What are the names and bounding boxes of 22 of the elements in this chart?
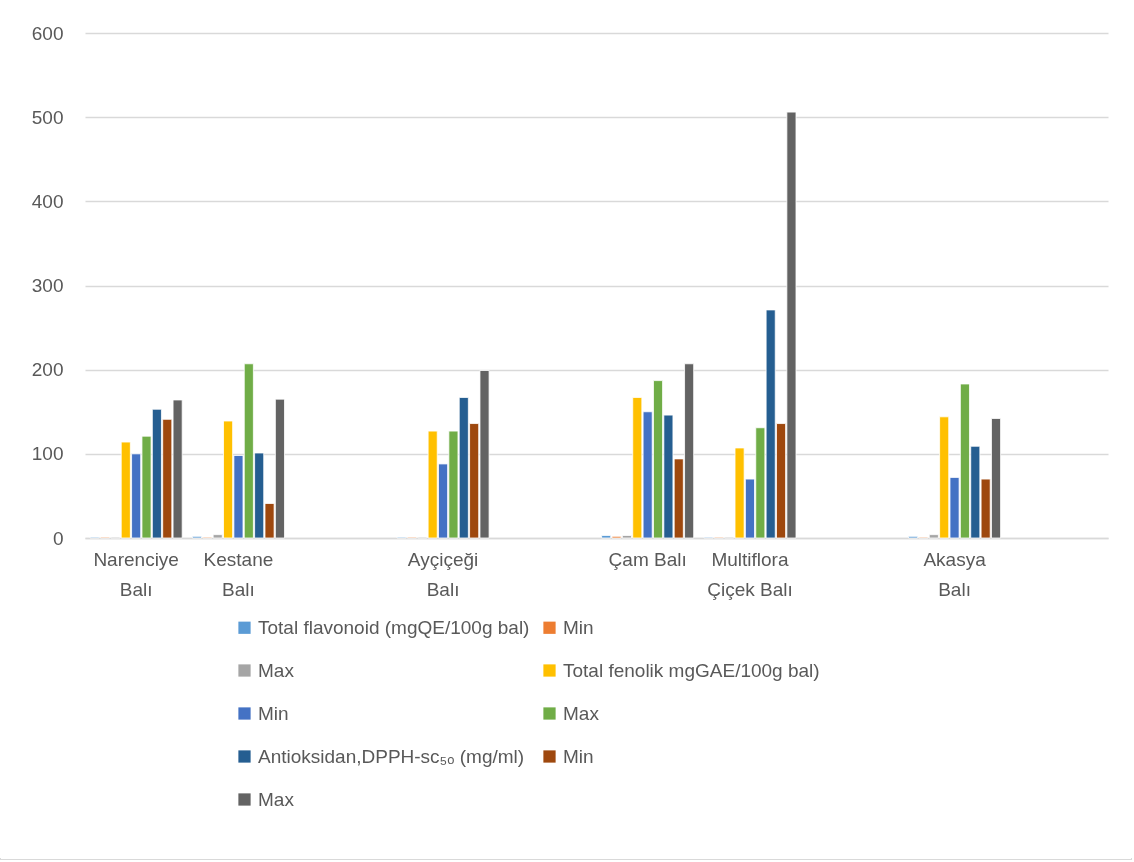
legend-label: Max: [258, 788, 295, 810]
y-tick-label: 0: [52, 527, 64, 549]
x-tick-label: Akasya Balı: [923, 548, 987, 600]
y-tick-label: 300: [31, 275, 64, 296]
legend-label: Max: [258, 659, 295, 681]
legend-label: Total fenolik mgGAE/100g bal): [563, 659, 820, 681]
legend-label: Max: [563, 702, 600, 724]
y-tick-label: 100: [31, 443, 64, 465]
y-tick-label: 600: [31, 22, 64, 44]
x-tick-label: Çam Balı: [608, 548, 687, 570]
y-tick-label: 200: [31, 359, 64, 381]
legend-label: Antioksidan,DPPH-sc₅ₒ (mg/ml): [258, 745, 525, 767]
x-tick-label: Multiflora Çiçek Balı: [707, 548, 793, 600]
x-tick-label: Ayçiçeği Balı: [407, 548, 479, 600]
legend-label: Min: [563, 745, 594, 767]
legend-label: Min: [563, 616, 594, 638]
legend-label: Min: [258, 702, 289, 724]
legend-label: Total flavonoid (mgQE/100g bal): [258, 616, 530, 638]
y-tick-label: 400: [31, 190, 64, 212]
x-tick-label: Kestane Balı: [203, 548, 274, 600]
y-tick-label: 500: [31, 106, 64, 128]
x-tick-label: Narenciye Balı: [93, 548, 179, 600]
